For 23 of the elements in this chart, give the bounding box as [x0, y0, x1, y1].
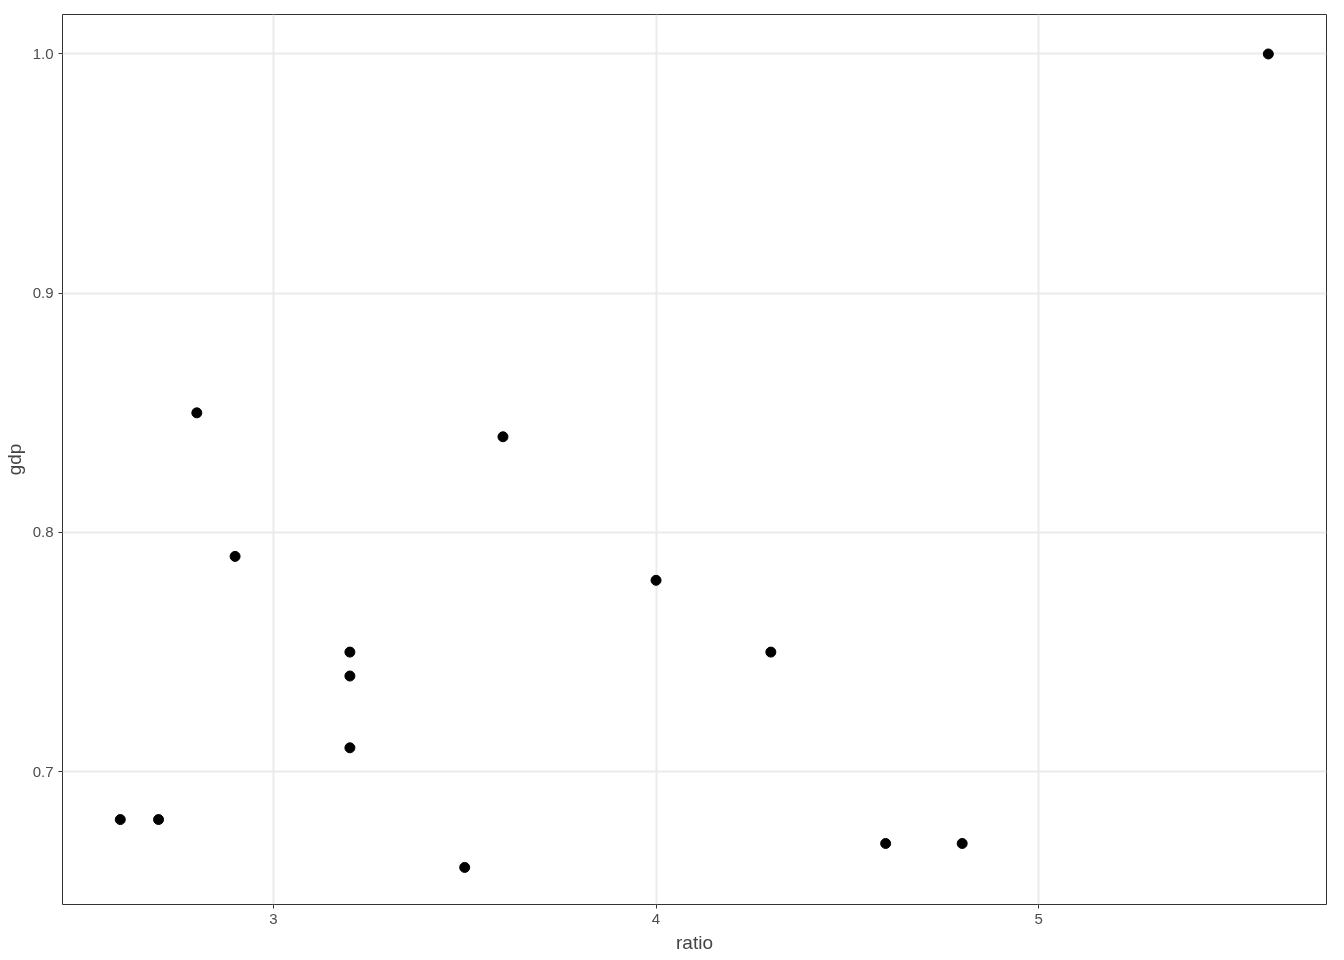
y-tick-label: 0.7 [32, 762, 54, 780]
y-tick-label: 1.0 [32, 44, 54, 62]
point [1262, 48, 1274, 60]
point [114, 814, 126, 826]
y-axis-title: gdp [3, 443, 25, 476]
point [459, 861, 471, 873]
y-tick-label: 0.9 [32, 284, 54, 302]
point [153, 814, 165, 826]
point [765, 646, 777, 658]
x-tick-label: 4 [651, 909, 661, 927]
point [956, 838, 968, 849]
point [344, 646, 356, 658]
point [191, 407, 203, 419]
point [650, 574, 662, 586]
point [880, 838, 892, 849]
y-tick-label: 0.8 [32, 523, 54, 541]
point [497, 431, 509, 443]
x-tick-label: 5 [1034, 909, 1043, 927]
point [229, 550, 241, 562]
x-axis-title: ratio [676, 931, 713, 953]
x-tick-label: 3 [269, 909, 278, 927]
point [344, 742, 356, 754]
point [344, 670, 356, 682]
